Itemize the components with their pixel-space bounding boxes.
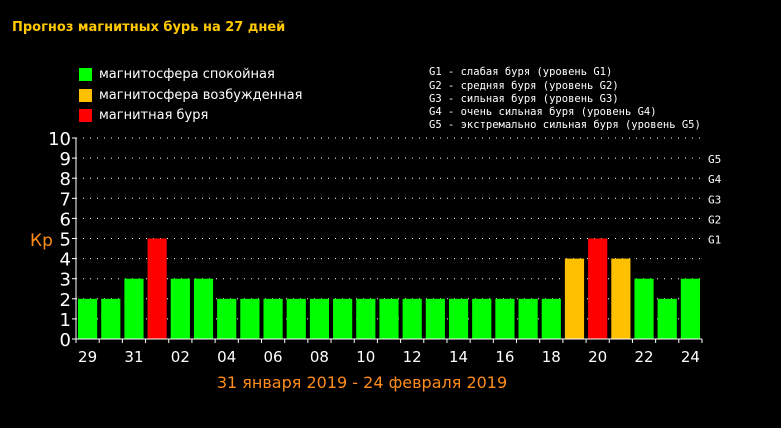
bar-15	[425, 298, 445, 339]
g-level-4: G4 - очень сильная буря (уровень G4)	[429, 106, 657, 118]
y-tick-label-7: 7	[60, 189, 71, 210]
bar-20	[541, 298, 561, 339]
y-tick-label-2: 2	[60, 290, 71, 311]
y-tick-label-0: 0	[60, 330, 71, 351]
y-tick-label-10: 10	[48, 129, 71, 150]
g-level-1: G1 - слабая буря (уровень G1)	[429, 66, 613, 78]
bar-13	[379, 298, 399, 339]
bar-3	[147, 238, 167, 339]
right-axis-label-G4: G4	[708, 173, 722, 186]
bar-0	[78, 298, 98, 339]
g-level-3: G3 - сильная буря (уровень G3)	[429, 93, 619, 105]
legend-item-calm: магнитосфера спокойная	[79, 66, 275, 82]
legend-label-storm: магнитная буря	[99, 107, 209, 123]
x-tick-label-14: 14	[449, 348, 468, 366]
x-tick-label-29: 29	[78, 348, 97, 366]
x-tick-label-10: 10	[356, 348, 375, 366]
bar-25	[657, 298, 677, 339]
bar-16	[448, 298, 469, 339]
x-axis-label: 31 января 2019 - 24 февраля 2019	[217, 373, 507, 392]
chart-title: Прогноз магнитных бурь на 27 дней	[12, 20, 286, 35]
bar-5	[193, 278, 214, 339]
bar-6	[217, 298, 237, 339]
bar-18	[495, 298, 515, 339]
bar-10	[309, 298, 330, 339]
bar-4	[170, 278, 190, 339]
x-tick-label-04: 04	[217, 348, 236, 366]
bar-17	[472, 298, 492, 339]
bar-8	[263, 298, 283, 339]
y-tick-label-8: 8	[60, 169, 71, 190]
x-tick-label-22: 22	[634, 348, 653, 366]
y-tick-label-6: 6	[60, 209, 71, 230]
x-tick-label-20: 20	[588, 348, 607, 366]
x-tick-label-06: 06	[264, 348, 283, 366]
legend-swatch-excited	[79, 88, 92, 102]
bar-1	[101, 298, 121, 339]
y-tick-label-5: 5	[60, 230, 71, 251]
y-tick-label-9: 9	[60, 149, 71, 170]
bar-14	[402, 298, 422, 339]
bar-23	[611, 258, 631, 339]
x-tick-label-02: 02	[171, 348, 190, 366]
y-tick-label-3: 3	[60, 270, 71, 291]
bar-24	[634, 278, 654, 339]
x-tick-label-12: 12	[403, 348, 422, 366]
bar-11	[333, 298, 353, 339]
legend-item-excited: магнитосфера возбужденная	[79, 87, 302, 103]
bar-19	[518, 298, 538, 339]
legend-item-storm: магнитная буря	[79, 107, 208, 123]
right-axis-label-G1: G1	[708, 234, 721, 247]
bar-7	[240, 298, 260, 339]
x-tick-label-16: 16	[495, 348, 514, 366]
legend-swatch-storm	[79, 108, 92, 122]
legend-label-excited: магнитосфера возбужденная	[99, 87, 303, 103]
legend-label-calm: магнитосфера спокойная	[99, 66, 275, 82]
g-level-5: G5 - экстремально сильная буря (уровень …	[429, 119, 701, 131]
y-tick-label-1: 1	[60, 310, 71, 331]
bar-2	[124, 278, 144, 339]
bar-26	[680, 278, 700, 339]
bar-9	[286, 298, 306, 339]
x-tick-label-18: 18	[542, 348, 561, 366]
y-tick-label-4: 4	[60, 250, 71, 271]
legend-swatch-calm	[79, 67, 92, 81]
x-tick-label-31: 31	[124, 348, 143, 366]
bar-12	[356, 298, 376, 339]
x-tick-label-08: 08	[310, 348, 329, 366]
x-tick-label-24: 24	[681, 348, 700, 366]
g-level-2: G2 - средняя буря (уровень G2)	[429, 80, 619, 92]
right-axis-label-G5: G5	[708, 153, 721, 166]
right-axis-label-G3: G3	[708, 193, 721, 206]
bar-21	[564, 258, 585, 339]
y-axis-label: Кр	[30, 231, 53, 251]
right-axis-label-G2: G2	[708, 213, 721, 226]
bar-22	[588, 238, 608, 339]
